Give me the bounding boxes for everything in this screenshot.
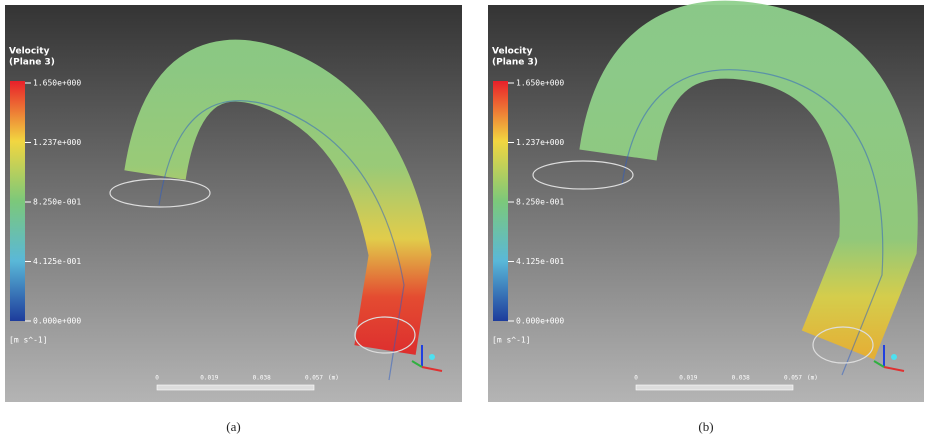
colorbar-label: 1.650e+000 [33,79,81,88]
colorbar-label: 1.237e+000 [516,138,564,147]
legend-subtitle: (Plane 3) [492,58,538,68]
scale-label: 0.038 [253,375,271,382]
legend-subtitle: (Plane 3) [9,58,55,68]
panel-caption: (a) [226,419,240,434]
scale-label: 0.038 [732,375,750,382]
scale-label: 0.019 [679,375,697,382]
colorbar [10,81,25,321]
colorbar-label: 0.000e+000 [33,317,81,326]
scale-label: 0.019 [200,375,218,382]
scale-bar [157,385,314,390]
legend-title: Velocity [9,47,50,57]
legend-title: Velocity [492,47,533,57]
panel: Velocity(Plane 3) 1.650e+000 1.237e+000 8.2… [5,5,462,402]
legend-unit: [m s^-1] [9,336,48,345]
scale-bar [636,385,793,390]
scale-unit: (m) [807,375,818,382]
scale-label: 0 [155,375,159,382]
colorbar-label: 8.250e-001 [516,198,564,207]
colorbar [493,81,508,321]
colorbar-label: 1.237e+000 [33,138,81,147]
scale-label: 0.057 [305,375,323,382]
panel-caption: (b) [698,419,713,434]
colorbar-label: 4.125e-001 [516,257,564,266]
scale-label: 0 [634,375,638,382]
axis-origin [429,354,435,360]
colorbar-label: 4.125e-001 [33,257,81,266]
panel: Velocity(Plane 3) 1.650e+000 1.237e+000 8.2… [488,5,924,402]
colorbar-label: 1.650e+000 [516,79,564,88]
legend-unit: [m s^-1] [492,336,531,345]
scale-label: 0.057 [784,375,802,382]
colorbar-label: 0.000e+000 [516,317,564,326]
colorbar-label: 8.250e-001 [33,198,81,207]
axis-origin [891,354,897,360]
figure: Velocity(Plane 3)1.650e+0001.237e+0008.2… [0,0,929,442]
scale-unit: (m) [328,375,339,382]
